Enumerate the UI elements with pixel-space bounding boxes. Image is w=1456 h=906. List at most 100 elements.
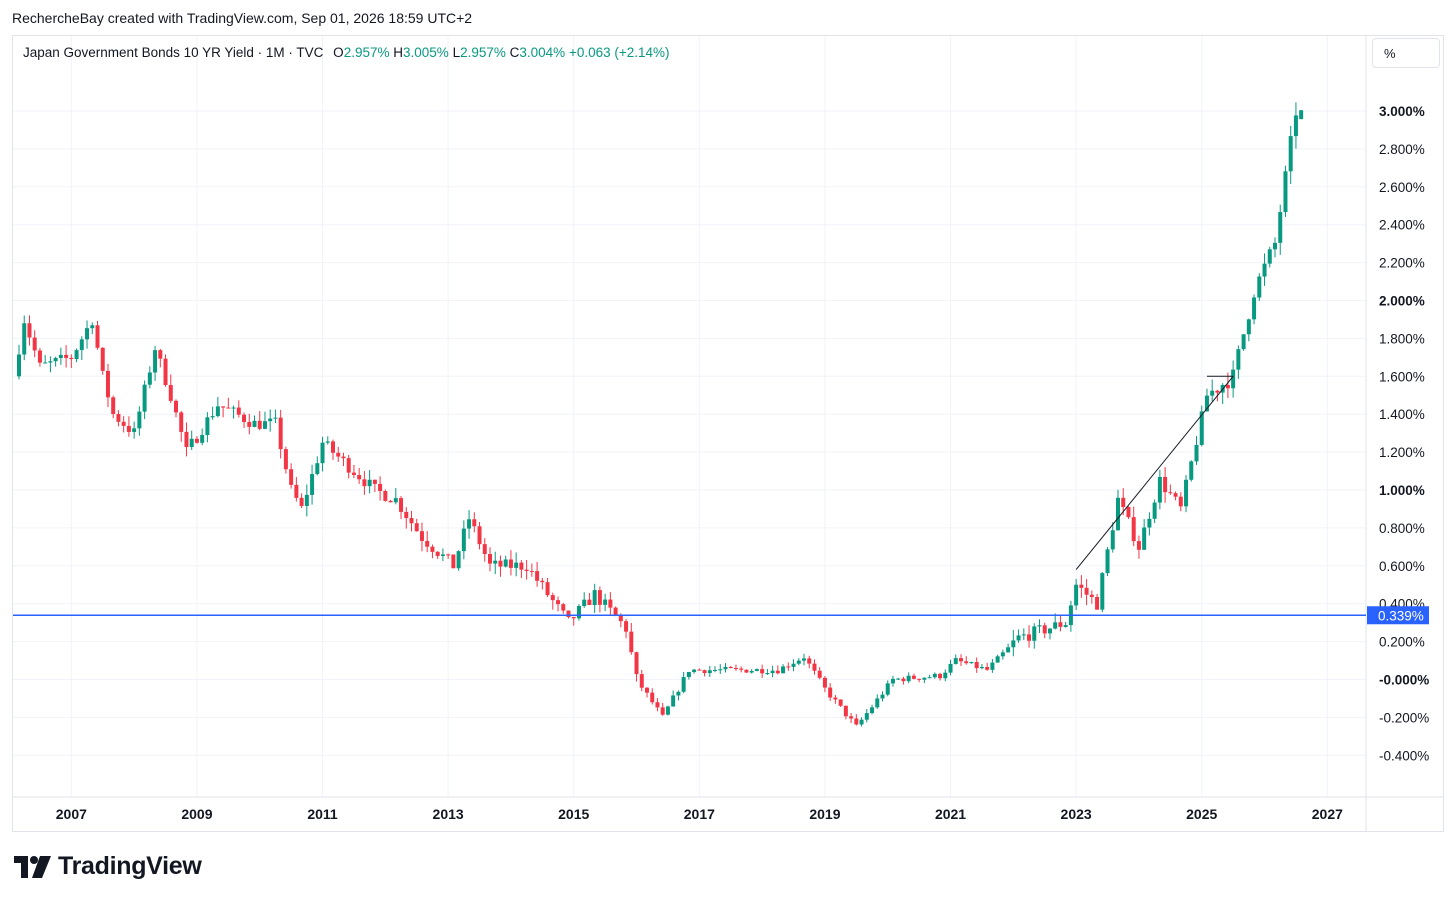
candle-body bbox=[592, 590, 597, 605]
candle-body bbox=[964, 661, 969, 664]
candle-body bbox=[1016, 635, 1021, 641]
candle-body bbox=[556, 600, 561, 605]
price-axis[interactable]: 3.000% 2.800% 2.600% 2.400% 2.200% 2.000% 1.80… bbox=[1379, 104, 1429, 763]
candle-body bbox=[650, 692, 655, 703]
candle-body bbox=[576, 606, 581, 619]
candle-body bbox=[1215, 390, 1220, 393]
candle-body bbox=[58, 354, 63, 359]
y-tick-label: 0.200% bbox=[1379, 635, 1425, 650]
candle-body bbox=[200, 435, 205, 443]
candle-body bbox=[48, 361, 53, 363]
candle-body bbox=[713, 669, 718, 671]
candle-body bbox=[64, 354, 69, 358]
candle-body bbox=[493, 560, 498, 564]
candle-body bbox=[1204, 395, 1209, 412]
candle-body bbox=[932, 673, 937, 678]
candle-body bbox=[1000, 652, 1005, 657]
legend-change: +0.063 (+2.14%) bbox=[568, 45, 670, 60]
candle-body bbox=[27, 323, 32, 338]
candle-body bbox=[325, 441, 330, 443]
candle-body bbox=[959, 658, 963, 662]
x-tick-label: 2019 bbox=[809, 806, 840, 822]
candle-body bbox=[404, 511, 409, 519]
y-tick-label: 2.800% bbox=[1379, 142, 1425, 157]
candle-body bbox=[215, 406, 220, 417]
candle-body bbox=[817, 670, 822, 678]
candle-body bbox=[409, 518, 414, 524]
candle-body bbox=[943, 672, 948, 679]
candle-body bbox=[299, 497, 304, 506]
candle-body bbox=[545, 582, 550, 596]
y-tick-label: 0.800% bbox=[1379, 521, 1425, 536]
candle-body bbox=[1053, 622, 1058, 629]
candle-body bbox=[210, 416, 215, 418]
grid bbox=[13, 36, 1366, 797]
candle-body bbox=[283, 449, 288, 470]
candle-body bbox=[838, 699, 843, 706]
candle-body bbox=[446, 554, 451, 556]
candle-body bbox=[1283, 171, 1288, 213]
candle-body bbox=[1178, 496, 1183, 507]
candle-body bbox=[100, 347, 105, 371]
candle-body bbox=[247, 421, 252, 427]
candle-body bbox=[786, 666, 791, 668]
candle-body bbox=[362, 479, 367, 487]
candle-body bbox=[728, 666, 733, 669]
candle-body bbox=[671, 695, 676, 707]
y-tick-label: -0.200% bbox=[1379, 710, 1429, 725]
candle-body bbox=[126, 425, 131, 432]
candle-body bbox=[1273, 242, 1277, 250]
candle-body bbox=[1288, 136, 1293, 172]
candle-body bbox=[822, 677, 827, 688]
candle-body bbox=[781, 666, 786, 674]
candle-body bbox=[79, 339, 84, 351]
tradingview-logo-icon bbox=[14, 855, 51, 878]
candle-body bbox=[760, 669, 765, 674]
percent-scale-button[interactable]: % bbox=[1372, 38, 1440, 68]
candle-body bbox=[1236, 349, 1241, 370]
candle-body bbox=[828, 687, 833, 698]
candle-body bbox=[163, 358, 168, 386]
candle-body bbox=[372, 479, 377, 484]
candle-body bbox=[744, 669, 749, 673]
candle-body bbox=[529, 571, 534, 573]
candle-body bbox=[1246, 319, 1251, 335]
candle-body bbox=[681, 677, 686, 692]
candle-body bbox=[472, 519, 477, 527]
candle-body bbox=[917, 678, 922, 680]
candle-body bbox=[268, 418, 273, 422]
candle-body bbox=[153, 350, 158, 373]
candle-body bbox=[953, 658, 958, 664]
candle-body bbox=[550, 595, 555, 601]
drawings[interactable] bbox=[1075, 375, 1234, 570]
candle-body bbox=[85, 328, 90, 340]
candle-body bbox=[174, 400, 178, 413]
candle-body bbox=[1131, 517, 1136, 542]
candle-body bbox=[911, 675, 916, 679]
time-axis[interactable]: 2007 2009 2011 2013 2015 2017 2019 2021 2023 2025… bbox=[56, 806, 1343, 822]
candle-body bbox=[974, 662, 979, 669]
candle-body bbox=[702, 670, 707, 674]
candle-body bbox=[1110, 530, 1115, 550]
candle-body bbox=[168, 385, 173, 401]
candle-body bbox=[461, 528, 466, 552]
candle-body bbox=[17, 354, 21, 377]
candle-body bbox=[53, 358, 58, 362]
candle-body bbox=[74, 350, 79, 360]
candle-body bbox=[1199, 411, 1204, 445]
trend-line[interactable] bbox=[1075, 375, 1234, 570]
x-tick-label: 2007 bbox=[56, 806, 87, 822]
candle-body bbox=[262, 421, 267, 429]
candle-body bbox=[1027, 634, 1032, 641]
candle-body bbox=[1011, 640, 1016, 648]
candle-body bbox=[315, 463, 320, 475]
candle-body bbox=[1194, 444, 1199, 462]
tradingview-logo[interactable]: TradingView bbox=[14, 852, 202, 881]
candle-body bbox=[242, 414, 247, 422]
candle-body bbox=[618, 615, 623, 622]
candle-body bbox=[22, 323, 27, 355]
candle-body bbox=[1152, 502, 1157, 519]
symbol-legend: Japan Government Bonds 10 YR Yield · 1M … bbox=[23, 45, 670, 60]
x-tick-label: 2023 bbox=[1061, 806, 1092, 822]
